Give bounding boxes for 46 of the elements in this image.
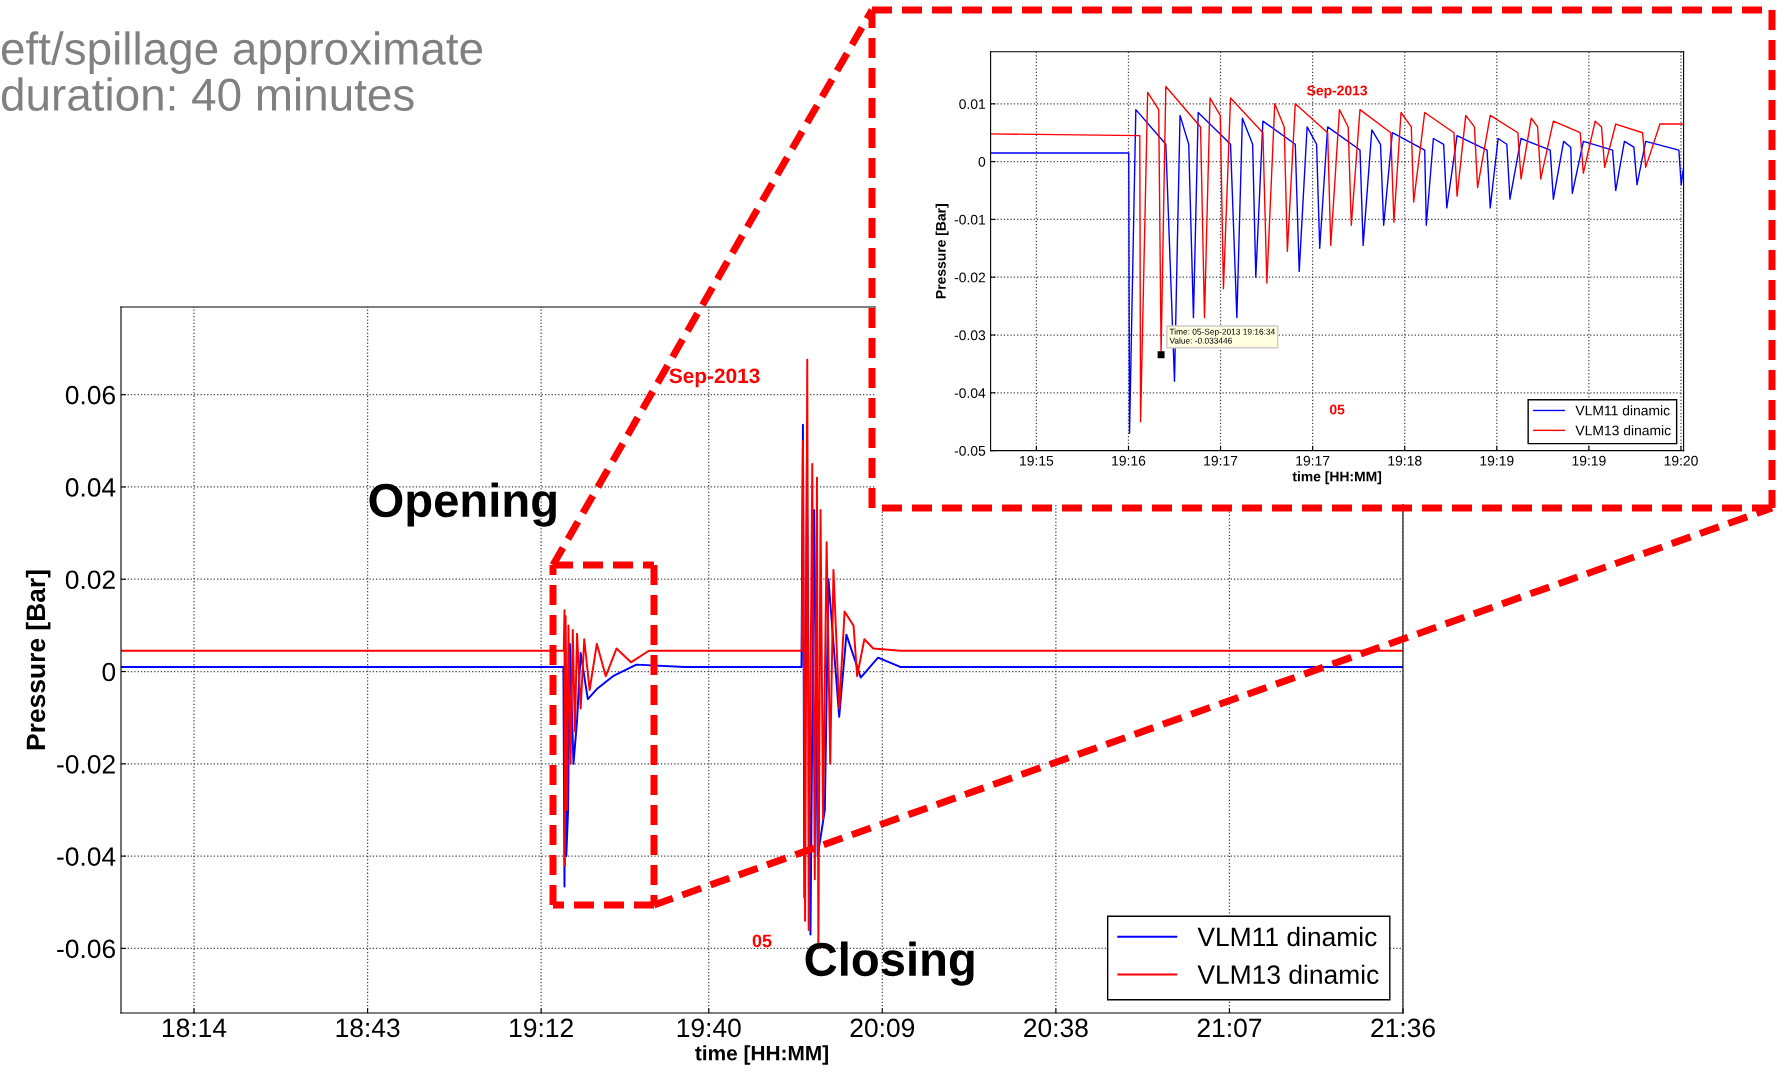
- y-tick-label: -0.01: [954, 214, 986, 225]
- x-tick-label: 20:09: [850, 1018, 915, 1038]
- x-tick-label: 21:07: [1197, 1018, 1262, 1038]
- annotation: 05: [1329, 404, 1345, 415]
- y-tick-label: 0: [102, 662, 116, 682]
- legend-label: VLM11 dinamic: [1197, 926, 1377, 947]
- annotation: Sep-2013: [1307, 85, 1368, 99]
- y-tick-label: -0.04: [954, 388, 986, 398]
- x-tick-label: 19:17: [1296, 455, 1330, 466]
- y-tick-label: -0.02: [57, 754, 115, 774]
- x-tick-label: 19:40: [677, 1018, 741, 1038]
- y-tick-label: -0.02: [954, 272, 986, 283]
- x-tick-label: 19:12: [510, 1018, 573, 1038]
- x-tick-label: 19:18: [1388, 455, 1422, 466]
- y-tick-label: -0.03: [954, 330, 986, 341]
- x-tick-label: 18:14: [163, 1018, 227, 1038]
- x-tick-label: 19:19: [1480, 455, 1514, 466]
- y-tick-label: 0.02: [65, 570, 115, 590]
- y-axis-title: Pressure [Bar]: [935, 204, 949, 299]
- x-tick-label: 19:17: [1204, 455, 1238, 466]
- x-tick-label: 18:43: [336, 1018, 400, 1038]
- legend-label: VLM13 dinamic: [1575, 425, 1671, 436]
- x-axis-title: time [HH:MM]: [695, 1045, 828, 1065]
- x-tick-label: 19:16: [1112, 455, 1146, 466]
- y-tick-label: 0.06: [65, 385, 115, 405]
- x-tick-label: 19:20: [1664, 455, 1698, 466]
- x-tick-label: 19:15: [1020, 455, 1054, 466]
- annotation: 05: [752, 934, 772, 948]
- annotation: Sep-2013: [669, 368, 760, 388]
- y-tick-label: -0.05: [954, 445, 986, 456]
- legend-label: VLM13 dinamic: [1197, 964, 1379, 985]
- annotation: Time: 05-Sep-2013 19:16:34 Value: -0.033446: [1169, 328, 1275, 344]
- annotation: Opening: [369, 482, 556, 527]
- legend-label: VLM11 dinamic: [1575, 405, 1670, 416]
- y-axis-title: Pressure [Bar]: [25, 570, 51, 750]
- x-axis-title: time [HH:MM]: [1292, 471, 1382, 485]
- y-tick-label: 0.01: [959, 99, 986, 109]
- y-tick-label: -0.06: [57, 939, 115, 959]
- y-tick-label: 0.04: [65, 478, 116, 497]
- annotation: Closing: [805, 941, 974, 986]
- x-tick-label: 19:19: [1572, 455, 1606, 466]
- y-tick-label: 0: [978, 156, 986, 167]
- x-tick-label: 21:36: [1371, 1018, 1435, 1038]
- y-tick-label: -0.04: [57, 847, 116, 866]
- x-tick-label: 20:38: [1024, 1018, 1088, 1038]
- chart-title: eft/spillage approximate duration: 40 minutes: [1, 31, 483, 111]
